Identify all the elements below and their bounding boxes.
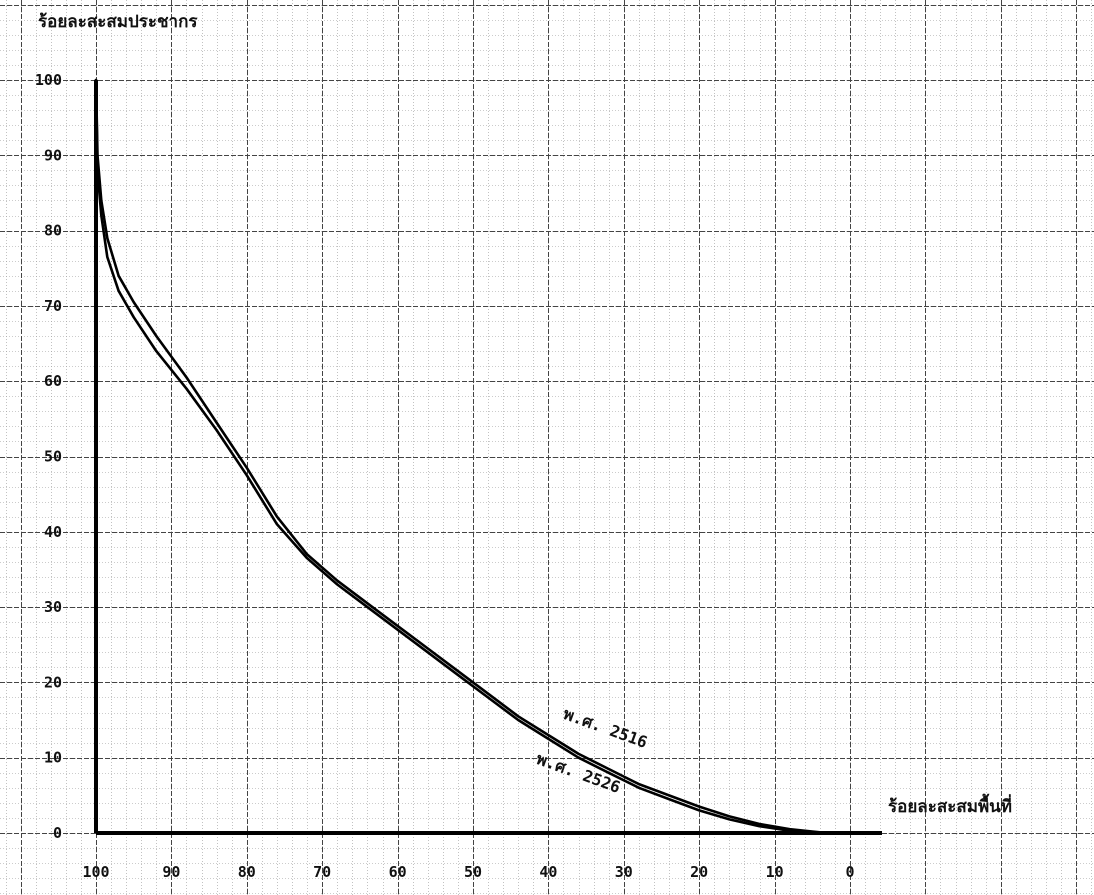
series-label-2516: พ.ศ. 2516 <box>561 704 650 752</box>
x-tick-label: 70 <box>313 863 331 881</box>
y-tick-label: 100 <box>35 71 62 89</box>
x-tick-label: 0 <box>845 863 854 881</box>
y-tick-label: 20 <box>44 673 62 691</box>
y-tick-label: 0 <box>53 824 62 842</box>
x-axis-title: ร้อยละสะสมพื้นที่ <box>888 793 1012 817</box>
axes <box>94 80 882 835</box>
y-tick-label: 50 <box>44 448 62 466</box>
x-tick-label: 60 <box>389 863 407 881</box>
y-tick-label: 80 <box>44 222 62 240</box>
series-line-2516 <box>94 78 829 835</box>
y-tick-label: 10 <box>44 749 62 767</box>
y-axis-title: ร้อยละสะสมประชากร <box>38 12 198 32</box>
y-tick-label: 40 <box>44 523 62 541</box>
y-tick-label: 70 <box>44 297 62 315</box>
x-tick-label: 50 <box>464 863 482 881</box>
x-tick-label: 20 <box>690 863 708 881</box>
x-tick-label: 10 <box>766 863 784 881</box>
x-tick-label: 40 <box>539 863 557 881</box>
x-tick-label: 100 <box>82 863 109 881</box>
tick-labels: 100 90 80 70 60 50 40 30 20 10 0100908070605040302… <box>35 71 855 881</box>
x-tick-label: 30 <box>615 863 633 881</box>
y-tick-label: 30 <box>44 598 62 616</box>
x-tick-label: 80 <box>238 863 256 881</box>
x-tick-label: 90 <box>162 863 180 881</box>
y-tick-label: 90 <box>44 146 62 164</box>
series-line-2526 <box>94 78 829 835</box>
series-layer <box>94 78 829 835</box>
y-tick-label: 60 <box>44 372 62 390</box>
